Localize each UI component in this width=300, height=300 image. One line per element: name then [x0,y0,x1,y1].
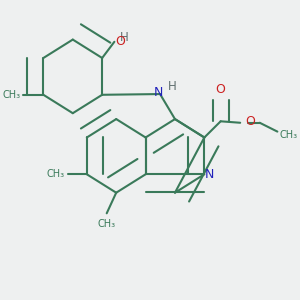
Text: CH₃: CH₃ [46,169,65,179]
Text: H: H [168,80,177,93]
Text: N: N [205,168,214,181]
Text: CH₃: CH₃ [98,219,116,229]
Text: N: N [154,86,164,99]
Text: O: O [116,35,126,48]
Text: O: O [216,83,226,96]
Text: O: O [245,116,255,128]
Text: H: H [120,31,129,44]
Text: CH₃: CH₃ [280,130,298,140]
Text: CH₃: CH₃ [3,90,21,100]
